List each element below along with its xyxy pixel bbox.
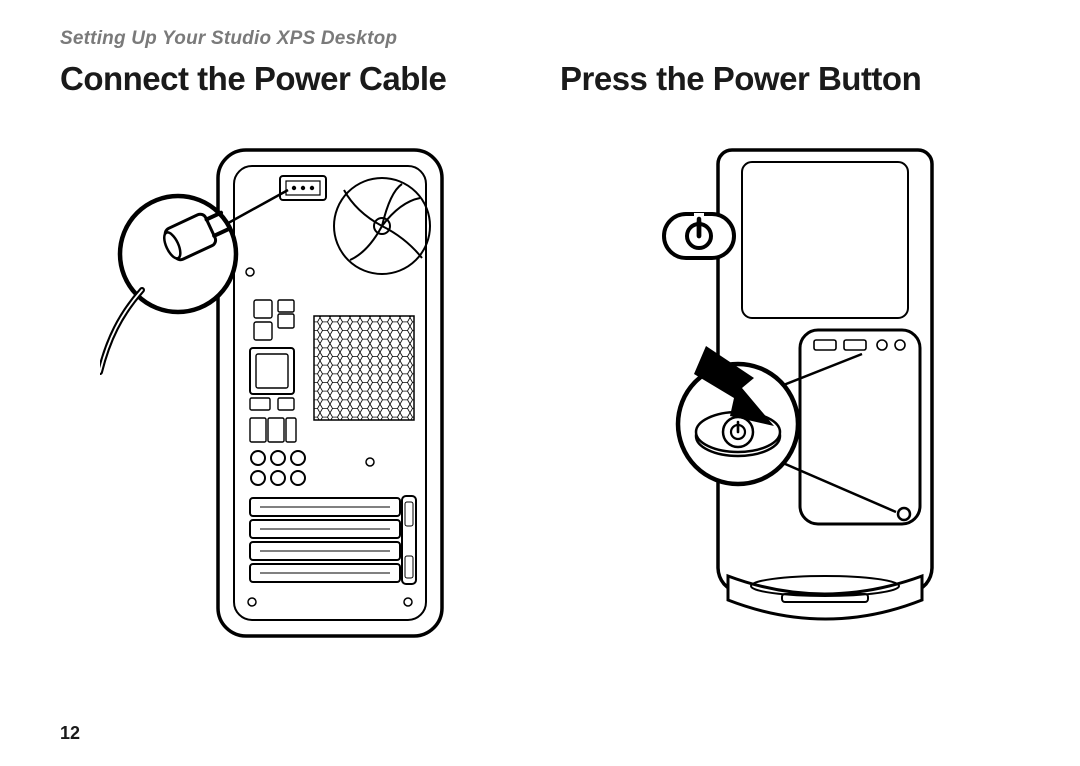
manual-page: Setting Up Your Studio XPS Desktop Conne… bbox=[0, 0, 1080, 766]
right-column: Press the Power Button bbox=[560, 60, 1020, 660]
illustration-left-wrap bbox=[60, 140, 520, 660]
left-column: Connect the Power Cable bbox=[60, 60, 520, 660]
step-title-left: Connect the Power Cable bbox=[60, 60, 520, 98]
illustration-right-wrap bbox=[560, 140, 1020, 660]
power-button-illustration bbox=[600, 140, 980, 660]
two-column-layout: Connect the Power Cable bbox=[60, 60, 1020, 660]
page-number: 12 bbox=[60, 723, 80, 744]
section-header: Setting Up Your Studio XPS Desktop bbox=[60, 28, 1020, 50]
power-cable-illustration bbox=[100, 140, 480, 660]
power-button-pill-icon bbox=[664, 213, 734, 258]
step-title-right: Press the Power Button bbox=[560, 60, 1020, 98]
